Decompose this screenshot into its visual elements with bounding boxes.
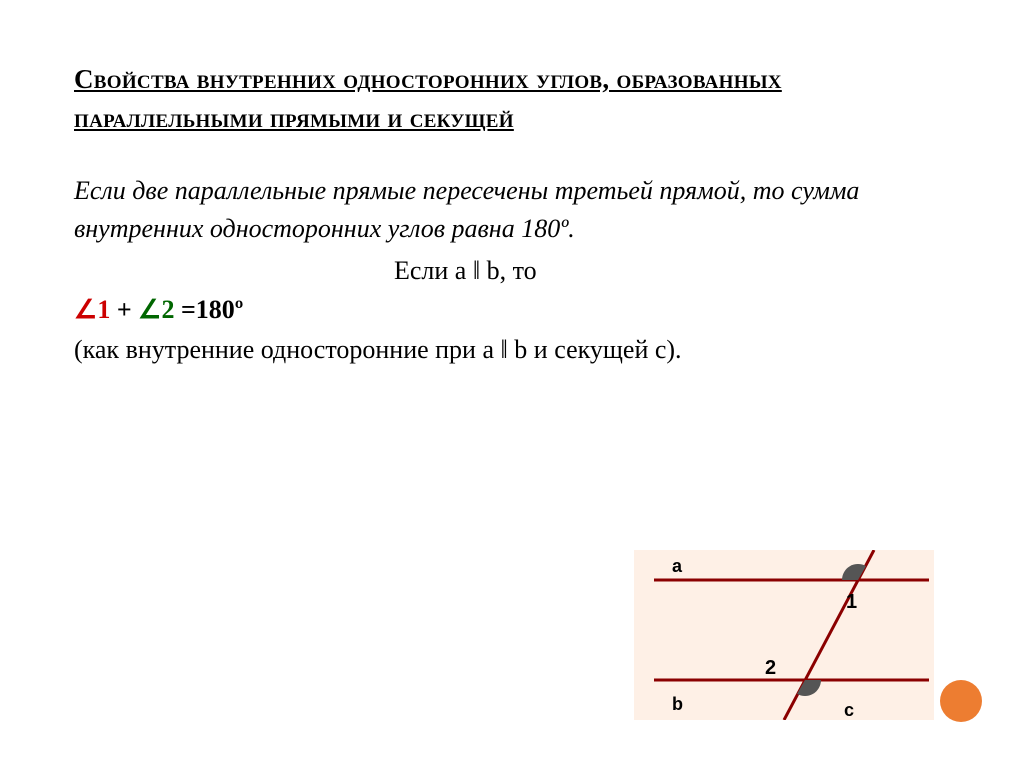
svg-text:c: c (844, 700, 854, 720)
plus-sign: + (110, 295, 138, 324)
svg-text:2: 2 (765, 657, 776, 679)
angle-1: ∠1 (74, 295, 110, 324)
svg-text:1: 1 (846, 591, 857, 613)
slide-title: Свойства внутренних односторонних углов,… (74, 60, 954, 138)
condition-line: Если a ‖ b, то (74, 252, 954, 290)
paren-text: (как внутренние односторонние при a ‖ b … (74, 331, 954, 369)
theorem-text: Если две параллельные прямые пересечены … (74, 172, 954, 247)
svg-text:b: b (672, 694, 683, 714)
parallel-lines-diagram: a b c 1 2 (634, 550, 934, 720)
equals-rhs: =180º (174, 295, 243, 324)
angle-2: ∠2 (138, 295, 174, 324)
condition-text: Если a ‖ b, то (394, 252, 537, 290)
svg-text:a: a (672, 556, 683, 576)
equation-line: ∠1 + ∠2 =180º (74, 291, 954, 329)
accent-dot (940, 680, 982, 722)
